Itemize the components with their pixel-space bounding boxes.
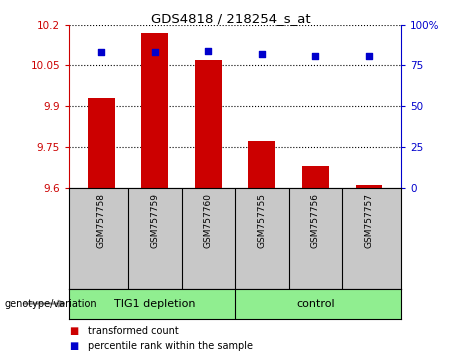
- Bar: [302, 166, 329, 188]
- Point: [205, 48, 212, 54]
- Text: transformed count: transformed count: [88, 326, 178, 336]
- Text: GSM757758: GSM757758: [97, 193, 106, 248]
- Text: GDS4818 / 218254_s_at: GDS4818 / 218254_s_at: [151, 12, 310, 25]
- Text: percentile rank within the sample: percentile rank within the sample: [88, 341, 253, 351]
- Point: [365, 53, 372, 58]
- Text: ■: ■: [69, 341, 78, 351]
- Text: TIG1 depletion: TIG1 depletion: [114, 298, 195, 309]
- Point: [258, 51, 266, 57]
- Text: ■: ■: [69, 326, 78, 336]
- Text: GSM757757: GSM757757: [365, 193, 373, 248]
- Point: [151, 50, 159, 55]
- Point: [98, 50, 105, 55]
- Bar: [142, 33, 168, 188]
- Text: GSM757756: GSM757756: [311, 193, 320, 248]
- Point: [312, 53, 319, 58]
- Text: GSM757760: GSM757760: [204, 193, 213, 248]
- Text: GSM757755: GSM757755: [257, 193, 266, 248]
- Bar: [88, 98, 115, 188]
- Text: control: control: [296, 298, 335, 309]
- Text: GSM757759: GSM757759: [150, 193, 160, 248]
- Bar: [248, 142, 275, 188]
- Text: genotype/variation: genotype/variation: [5, 298, 97, 309]
- Bar: [355, 185, 382, 188]
- Bar: [195, 60, 222, 188]
